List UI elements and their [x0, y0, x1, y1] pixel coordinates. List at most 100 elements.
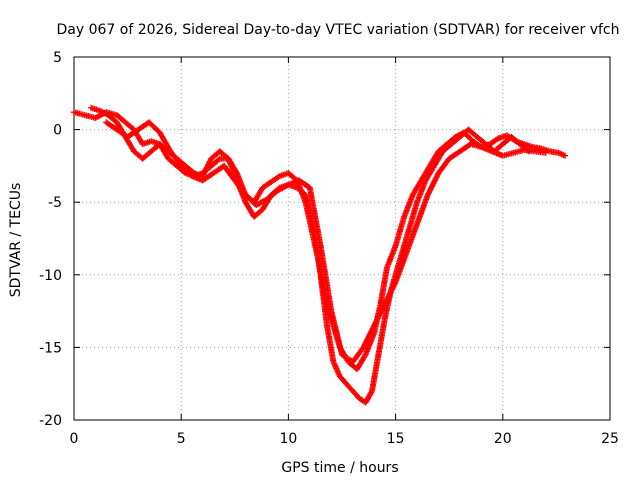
- data-point: [456, 133, 463, 140]
- data-point: [92, 114, 99, 121]
- data-point: [139, 141, 146, 148]
- x-tick-label: 15: [387, 431, 405, 447]
- data-point: [375, 351, 382, 358]
- data-point: [208, 155, 215, 162]
- data-point: [285, 170, 292, 177]
- data-point: [71, 109, 77, 116]
- y-tick-label: -10: [39, 268, 62, 284]
- data-point: [178, 162, 185, 169]
- data-point: [369, 387, 376, 394]
- data-point: [467, 141, 474, 148]
- y-tick-label: -5: [48, 195, 62, 211]
- data-point: [392, 279, 399, 286]
- data-point: [199, 177, 206, 184]
- data-point: [330, 358, 337, 365]
- data-point: [263, 196, 270, 203]
- y-tick-label: 0: [53, 123, 62, 139]
- chart-title: Day 067 of 2026, Sidereal Day-to-day VTE…: [56, 22, 619, 38]
- data-point: [356, 395, 363, 402]
- data-point: [81, 112, 88, 119]
- data-point: [561, 152, 568, 159]
- data-point: [446, 155, 453, 162]
- data-point: [448, 141, 455, 148]
- plot-frame: [73, 56, 611, 421]
- data-point: [381, 315, 388, 322]
- data-point: [516, 141, 523, 148]
- data-point: [242, 199, 249, 206]
- data-point: [422, 177, 429, 184]
- data-point: [124, 133, 131, 140]
- data-point: [360, 344, 367, 351]
- data-point-fill: [215, 156, 222, 163]
- data-point: [546, 148, 553, 155]
- data-point: [293, 184, 300, 191]
- data-point: [362, 351, 369, 358]
- data-point: [276, 173, 283, 180]
- data-point: [424, 191, 431, 198]
- data-point: [405, 228, 412, 235]
- data-point: [251, 213, 258, 220]
- data-point: [225, 155, 232, 162]
- data-point: [384, 264, 391, 271]
- data-point: [96, 107, 103, 114]
- data-point: [302, 191, 309, 198]
- data-point: [499, 152, 506, 159]
- data-point: [403, 250, 410, 257]
- data-point: [148, 138, 155, 145]
- data-point: [371, 322, 378, 329]
- data-point: [131, 148, 138, 155]
- data-point: [105, 112, 112, 119]
- tick-layer: 0 5 10 15 20 25 -20 -15 -10 -5 0 5: [39, 50, 619, 447]
- data-point: [542, 149, 549, 156]
- data-point: [221, 162, 228, 169]
- points-layer: [71, 104, 568, 406]
- data-point: [139, 155, 146, 162]
- data-point: [216, 155, 223, 162]
- data-point: [113, 126, 120, 133]
- data-point: [343, 380, 350, 387]
- data-point: [296, 177, 303, 184]
- data-point: [354, 366, 361, 373]
- data-point: [113, 112, 120, 119]
- data-point: [336, 373, 343, 380]
- data-point: [414, 199, 421, 206]
- data-point: [555, 149, 562, 156]
- data-point: [414, 220, 421, 227]
- data-point: [242, 191, 249, 198]
- x-axis-label: GPS time / hours: [281, 460, 398, 476]
- y-tick-label: 5: [53, 50, 62, 66]
- x-tick-label: 20: [494, 431, 512, 447]
- data-point: [381, 300, 388, 307]
- data-point: [456, 148, 463, 155]
- data-point: [103, 119, 110, 126]
- data-point: [439, 148, 446, 155]
- data-point: [306, 184, 313, 191]
- data-point: [495, 135, 502, 142]
- data-point: [259, 184, 266, 191]
- data-point: [253, 202, 260, 209]
- x-tick-label: 25: [601, 431, 619, 447]
- data-point: [216, 148, 223, 155]
- data-point: [210, 170, 217, 177]
- data-point: [521, 146, 528, 153]
- y-axis-label: SDTVAR / TECUs: [8, 183, 24, 298]
- data-point: [88, 104, 95, 111]
- grid-layer: [74, 57, 610, 420]
- data-point: [362, 399, 369, 406]
- data-point: [167, 148, 174, 155]
- data-point: [148, 148, 155, 155]
- data-point: [538, 145, 545, 152]
- data-point: [401, 213, 408, 220]
- data-point: [339, 351, 345, 358]
- data-point: [285, 181, 292, 188]
- data-point: [274, 187, 281, 194]
- data-point: [328, 308, 335, 315]
- data-point: [508, 133, 515, 140]
- data-point: [323, 322, 330, 329]
- data-point: [188, 173, 195, 180]
- data-point: [392, 242, 399, 249]
- x-tick-label: 5: [177, 431, 186, 447]
- data-point: [259, 206, 266, 213]
